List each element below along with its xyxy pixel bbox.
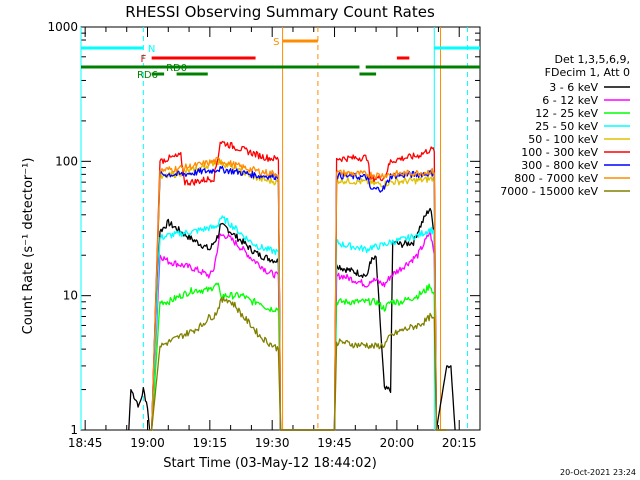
x-tick-label: 20:00 — [380, 436, 415, 450]
legend-entry-label: 3 - 6 keV — [549, 81, 598, 94]
flag-label: N — [148, 44, 155, 55]
y-axis-label: Count Rate (s⁻¹ detector⁻¹) — [21, 158, 36, 335]
legend-entry-label: 6 - 12 keV — [542, 94, 598, 107]
y-tick-label: 10 — [63, 289, 78, 303]
x-tick-label: 19:00 — [130, 436, 165, 450]
y-tick-label: 1000 — [47, 20, 78, 34]
x-tick-label: 19:45 — [317, 436, 352, 450]
flag-label: F — [140, 54, 146, 65]
x-tick-label: 18:45 — [68, 436, 103, 450]
legend-entry-label: 12 - 25 keV — [535, 107, 598, 120]
legend-entry-label: 800 - 7000 keV — [514, 172, 598, 185]
legend-entry-label: 300 - 800 keV — [521, 159, 598, 172]
legend-header-line: FDecim 1, Att 0 — [545, 66, 630, 79]
legend: Det 1,3,5,6,9,FDecim 1, Att 0 3 - 6 keV6 … — [500, 53, 630, 198]
legend-entry-label: 7000 - 15000 keV — [500, 185, 598, 198]
generation-timestamp: 20-Oct-2021 23:24 — [560, 468, 636, 477]
flag-label: S — [273, 37, 279, 48]
legend-entry-label: 100 - 300 keV — [521, 146, 598, 159]
legend-entry-label: 25 - 50 keV — [535, 120, 598, 133]
x-tick-label: 20:15 — [442, 436, 477, 450]
series-line — [149, 296, 447, 431]
x-axis-label: Start Time (03-May-12 18:44:02) — [163, 456, 377, 471]
chart-title: RHESSI Observing Summary Count Rates — [125, 3, 435, 21]
flag-label: RD6 — [137, 70, 158, 81]
y-tick-label: 1 — [70, 423, 78, 437]
legend-entry-label: 50 - 100 keV — [528, 133, 598, 146]
y-tick-label: 100 — [55, 154, 78, 168]
flag-label: RD0 — [166, 63, 187, 74]
plot-area: 1 10 100 1000 18:45 19:00 19:15 19:30 19:45 20:00… — [47, 20, 481, 450]
x-tick-label: 19:30 — [255, 436, 290, 450]
x-tick-label: 19:15 — [193, 436, 228, 450]
legend-header-line: Det 1,3,5,6,9, — [554, 53, 630, 66]
